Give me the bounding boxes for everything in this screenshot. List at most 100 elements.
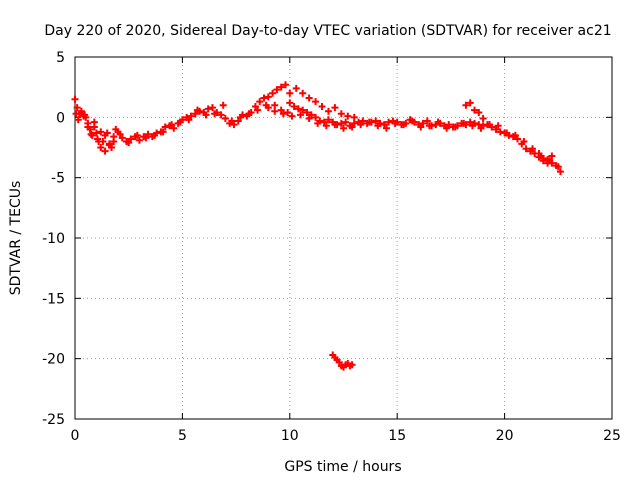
data-point — [183, 113, 191, 121]
data-point — [535, 153, 543, 161]
data-point — [526, 147, 534, 155]
data-point — [286, 89, 294, 97]
data-point — [213, 109, 221, 117]
data-point — [277, 83, 285, 91]
data-point — [372, 117, 380, 125]
data-point — [488, 123, 496, 131]
data-point — [292, 84, 300, 92]
data-point — [217, 111, 225, 119]
data-point — [277, 106, 285, 114]
data-point — [73, 104, 81, 112]
data-point — [176, 118, 184, 126]
data-point — [101, 147, 109, 155]
data-point — [556, 168, 564, 176]
data-point — [548, 159, 556, 167]
data-point — [342, 118, 350, 126]
data-point — [385, 118, 393, 126]
data-point — [402, 119, 410, 127]
data-point — [391, 119, 399, 127]
data-point — [202, 111, 210, 119]
data-point — [434, 118, 442, 126]
data-point — [86, 125, 94, 133]
data-point — [451, 123, 459, 131]
data-point — [133, 131, 141, 139]
data-point — [511, 131, 519, 139]
data-point — [286, 99, 294, 107]
data-point — [318, 102, 326, 110]
x-tick-label: 25 — [603, 428, 621, 444]
data-point — [393, 118, 401, 126]
data-point — [466, 99, 474, 107]
data-point — [221, 115, 229, 123]
data-point — [299, 89, 307, 97]
data-point — [94, 135, 102, 143]
data-point — [365, 118, 373, 126]
data-point — [219, 101, 227, 109]
data-point — [166, 122, 174, 130]
data-point — [479, 122, 487, 130]
data-point — [443, 124, 451, 132]
data-point — [142, 134, 150, 142]
data-point — [72, 110, 80, 118]
data-point — [466, 118, 474, 126]
data-point — [92, 129, 100, 137]
data-point — [140, 133, 148, 141]
data-point — [269, 89, 277, 97]
data-point — [271, 101, 279, 109]
data-point — [144, 130, 152, 138]
data-point — [305, 115, 313, 123]
data-point — [299, 106, 307, 114]
data-point — [348, 123, 356, 131]
data-point — [468, 122, 476, 130]
data-point — [273, 86, 281, 94]
data-point — [539, 154, 547, 162]
grid — [75, 57, 612, 419]
data-point — [314, 119, 322, 127]
data-point — [436, 119, 444, 127]
data-point — [105, 141, 113, 149]
data-point — [453, 122, 461, 130]
data-point — [340, 124, 347, 132]
data-point — [462, 121, 470, 129]
data-point — [312, 113, 320, 121]
data-point — [337, 362, 345, 370]
data-point — [84, 123, 92, 131]
data-point — [471, 119, 479, 127]
x-axis-tick-labels: 0 5 10 15 20 25 — [71, 428, 621, 444]
data-point — [509, 133, 517, 141]
data-point — [297, 111, 305, 119]
data-point — [271, 107, 279, 115]
data-point — [406, 116, 414, 124]
data-point — [74, 116, 82, 124]
data-point — [324, 107, 332, 115]
data-point — [174, 119, 182, 127]
data-point — [118, 134, 126, 142]
data-point — [552, 162, 560, 170]
y-tick-label: 5 — [56, 50, 65, 66]
data-point — [494, 122, 502, 130]
data-point — [84, 119, 92, 127]
y-tick-label: -15 — [42, 291, 65, 307]
data-point — [344, 359, 352, 367]
data-point — [288, 112, 296, 120]
data-point — [303, 109, 311, 117]
data-point — [531, 150, 539, 158]
data-point — [335, 358, 343, 366]
data-point — [110, 133, 118, 141]
data-point — [477, 124, 485, 132]
data-point — [82, 113, 90, 121]
data-point — [415, 121, 423, 129]
data-point — [99, 137, 107, 145]
data-point — [380, 121, 388, 129]
data-point — [123, 137, 131, 145]
data-point — [350, 119, 358, 127]
data-point — [382, 124, 390, 132]
data-point — [479, 115, 487, 123]
data-point — [247, 109, 255, 117]
data-point — [260, 94, 268, 102]
y-tick-label: 0 — [56, 110, 65, 126]
data-point — [544, 159, 552, 167]
data-point — [331, 121, 339, 129]
data-point — [408, 117, 416, 125]
